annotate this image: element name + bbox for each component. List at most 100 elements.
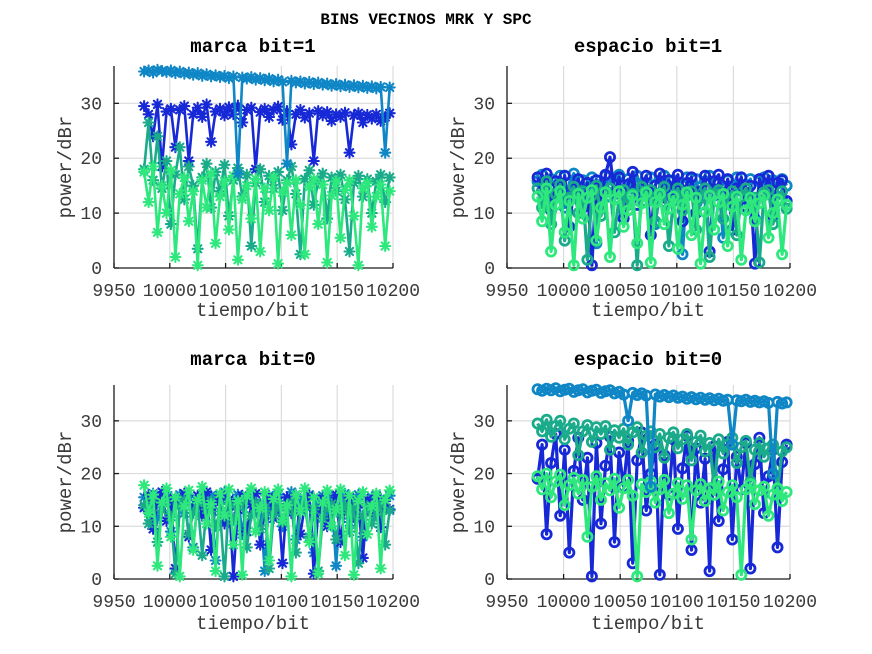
x-tick-label: 10150: [310, 282, 364, 302]
circle-marker: [563, 194, 576, 207]
circle-marker: [708, 223, 721, 236]
circle-marker: [780, 198, 793, 211]
circle-marker: [753, 436, 766, 449]
circle-marker: [608, 472, 621, 485]
circle-marker: [730, 456, 743, 469]
circle-marker: [703, 189, 716, 202]
circle-marker: [540, 467, 553, 480]
asterisk-marker-path: [138, 160, 396, 272]
circle-marker: [622, 414, 635, 427]
x-tick-label: 10200: [763, 282, 817, 302]
circle-marker: [558, 226, 571, 239]
x-tick-label: 10000: [143, 593, 197, 613]
circle-marker: [671, 168, 684, 181]
asterisk-marker-path: [138, 63, 396, 180]
subplot-title-espacio-bit1: espacio bit=1: [573, 36, 723, 58]
circle-marker: [726, 200, 739, 213]
circle-marker: [572, 487, 585, 500]
circle-marker: [567, 417, 580, 430]
circle-marker: [631, 421, 644, 434]
circle-marker: [730, 491, 743, 504]
y-tick-label: 20: [80, 150, 102, 170]
y-tick-label: 10: [473, 518, 495, 538]
circle-marker: [735, 253, 748, 266]
circle-marker: [626, 189, 639, 202]
x-tick-label: 10050: [593, 282, 647, 302]
circle-marker: [536, 438, 549, 451]
circle-marker: [703, 250, 716, 263]
circle-marker: [658, 451, 671, 464]
circle-marker: [658, 218, 671, 231]
x-axis-label: tiempo/bit: [590, 300, 706, 322]
asterisk-marker-path: [138, 479, 396, 583]
circle-marker: [613, 171, 626, 184]
circle-marker: [644, 256, 657, 269]
circle-marker: [536, 425, 549, 438]
circle-marker: [604, 250, 617, 263]
circle-marker: [767, 467, 780, 480]
circle-marker: [671, 442, 684, 455]
circle-marker: [758, 189, 771, 202]
y-tick-label: 10: [80, 205, 102, 225]
circle-marker: [780, 396, 793, 409]
circle-marker: [572, 449, 585, 462]
circle-marker: [676, 462, 689, 475]
circle-marker: [726, 533, 739, 546]
circle-marker: [635, 446, 648, 459]
circle-marker: [776, 494, 789, 507]
x-axis-label: tiempo/bit: [195, 300, 311, 322]
circle-marker: [662, 202, 675, 215]
circle-marker: [540, 175, 553, 188]
circle-marker: [776, 248, 789, 261]
circle-marker: [590, 470, 603, 483]
x-axis-label: tiempo/bit: [590, 613, 706, 635]
circle-marker: [595, 493, 608, 506]
circle-marker: [758, 480, 771, 493]
x-tick-label: 10150: [706, 593, 760, 613]
circle-marker: [667, 487, 680, 500]
circle-marker: [662, 507, 675, 520]
circle-marker: [626, 489, 639, 502]
circle-marker: [726, 438, 739, 451]
x-tick-label: 10050: [199, 593, 253, 613]
circle-marker: [613, 185, 626, 198]
y-tick-label: 0: [91, 571, 102, 591]
x-tick-label: 9950: [485, 593, 528, 613]
circle-marker: [554, 509, 567, 522]
x-tick-label: 9950: [92, 593, 135, 613]
circle-marker: [599, 459, 612, 472]
circle-marker: [694, 257, 707, 270]
circle-marker: [717, 447, 730, 460]
x-tick-label: 10100: [254, 282, 308, 302]
y-tick-label: 10: [80, 518, 102, 538]
y-axis-label: power/dBr: [448, 430, 470, 534]
circle-marker: [739, 204, 752, 217]
circle-marker: [558, 499, 571, 512]
circle-marker: [622, 473, 635, 486]
circle-marker: [631, 570, 644, 583]
subplot-title-espacio-bit0: espacio bit=0: [573, 349, 723, 371]
circle-marker: [685, 454, 698, 467]
circle-marker: [681, 427, 694, 440]
circle-marker: [540, 413, 553, 426]
circle-marker: [640, 186, 653, 199]
circle-marker: [717, 504, 730, 517]
circle-marker: [622, 204, 635, 217]
circle-marker: [726, 479, 739, 492]
asterisk-marker-path: [138, 98, 396, 176]
circle-marker: [708, 488, 721, 501]
x-tick-label: 10100: [650, 282, 704, 302]
x-tick-label: 10050: [593, 593, 647, 613]
circle-marker: [554, 185, 567, 198]
y-tick-label: 0: [484, 260, 495, 280]
circle-marker: [671, 242, 684, 255]
circle-marker: [640, 169, 653, 182]
circle-marker: [649, 496, 662, 509]
circle-marker: [622, 438, 635, 451]
subplot-3: 9950 10000 10050 10100 10150 10200 0 10 20 30: [473, 382, 817, 613]
y-tick-label: 10: [473, 205, 495, 225]
circle-marker: [554, 414, 567, 427]
circle-marker: [581, 253, 594, 266]
circle-marker: [617, 220, 630, 233]
